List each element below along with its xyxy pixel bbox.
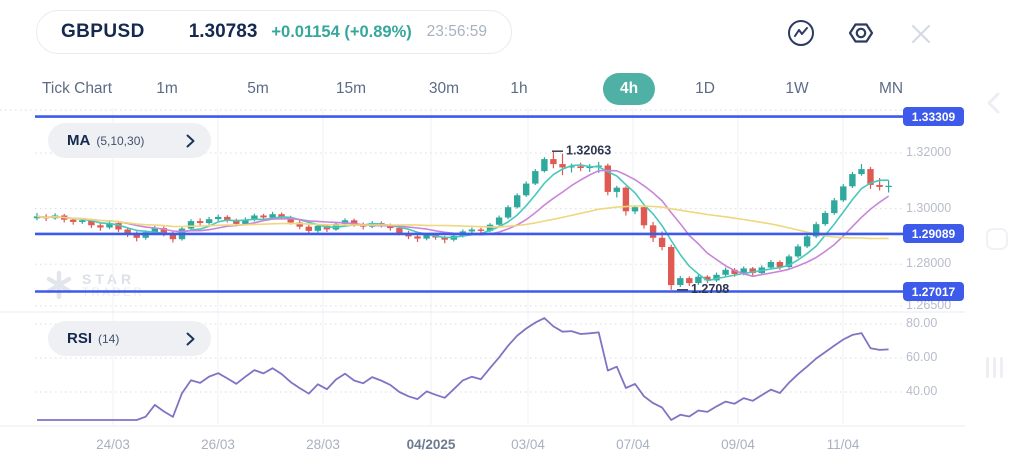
collapse-panel-chevron-icon[interactable] [984, 92, 1004, 114]
rsi-indicator-button[interactable]: RSI (14) [48, 321, 211, 356]
close-icon[interactable] [910, 23, 932, 45]
symbol-summary-pill[interactable]: GBPUSD 1.30783 +0.01154 (+0.89%) 23:56:5… [36, 10, 512, 54]
price-level-badge[interactable]: 1.29089 [903, 224, 964, 243]
symbol-name: GBPUSD [61, 21, 145, 42]
rsi-label: RSI [67, 330, 93, 347]
tab-mn[interactable]: MN [878, 80, 904, 97]
watermark-line2: TRADER [82, 287, 145, 299]
ma-params: (5,10,30) [96, 133, 145, 148]
tab-5m[interactable]: 5m [247, 80, 269, 97]
rsi-params: (14) [98, 331, 120, 346]
trend-icon[interactable] [786, 18, 816, 48]
tab-1d[interactable]: 1D [695, 80, 715, 97]
price-level-badge[interactable]: 1.33309 [903, 107, 964, 126]
ma-line-10 [36, 169, 890, 278]
ma-indicator-button[interactable]: MA (5,10,30) [48, 123, 211, 158]
candlesticks [33, 151, 892, 290]
tab-tick-chart[interactable]: Tick Chart [41, 80, 113, 97]
chevron-right-icon [186, 134, 195, 147]
tab-1w[interactable]: 1W [785, 80, 809, 97]
tab-1h[interactable]: 1h [510, 80, 528, 97]
price-level-lines [35, 115, 903, 293]
tab-30m[interactable]: 30m [428, 80, 460, 97]
last-price: 1.30783 [188, 21, 258, 42]
rsi-line [37, 317, 889, 421]
price-annotation: 1.32063 [566, 143, 611, 157]
chevron-right-icon [186, 332, 195, 345]
watermark: STAR TRADER [46, 271, 144, 299]
price-annotation: 1.2708 [691, 282, 729, 296]
star-trader-logo-icon [46, 271, 72, 299]
tab-15m[interactable]: 15m [335, 80, 367, 97]
ma-line-30 [36, 205, 889, 240]
tab-4h-active[interactable]: 4h [602, 73, 656, 105]
gear-icon[interactable] [846, 18, 876, 48]
watermark-line1: STAR [82, 271, 136, 287]
price-change: +0.01154 (+0.89%) [271, 22, 412, 41]
ma-label: MA [67, 132, 91, 149]
panel-handle-icon[interactable] [986, 228, 1008, 250]
price-level-badge[interactable]: 1.27017 [903, 282, 964, 301]
drag-grip-icon[interactable] [986, 357, 1003, 378]
tab-1m[interactable]: 1m [156, 80, 178, 97]
vertical-gridlines [112, 108, 844, 425]
server-time: 23:56:59 [426, 23, 487, 40]
